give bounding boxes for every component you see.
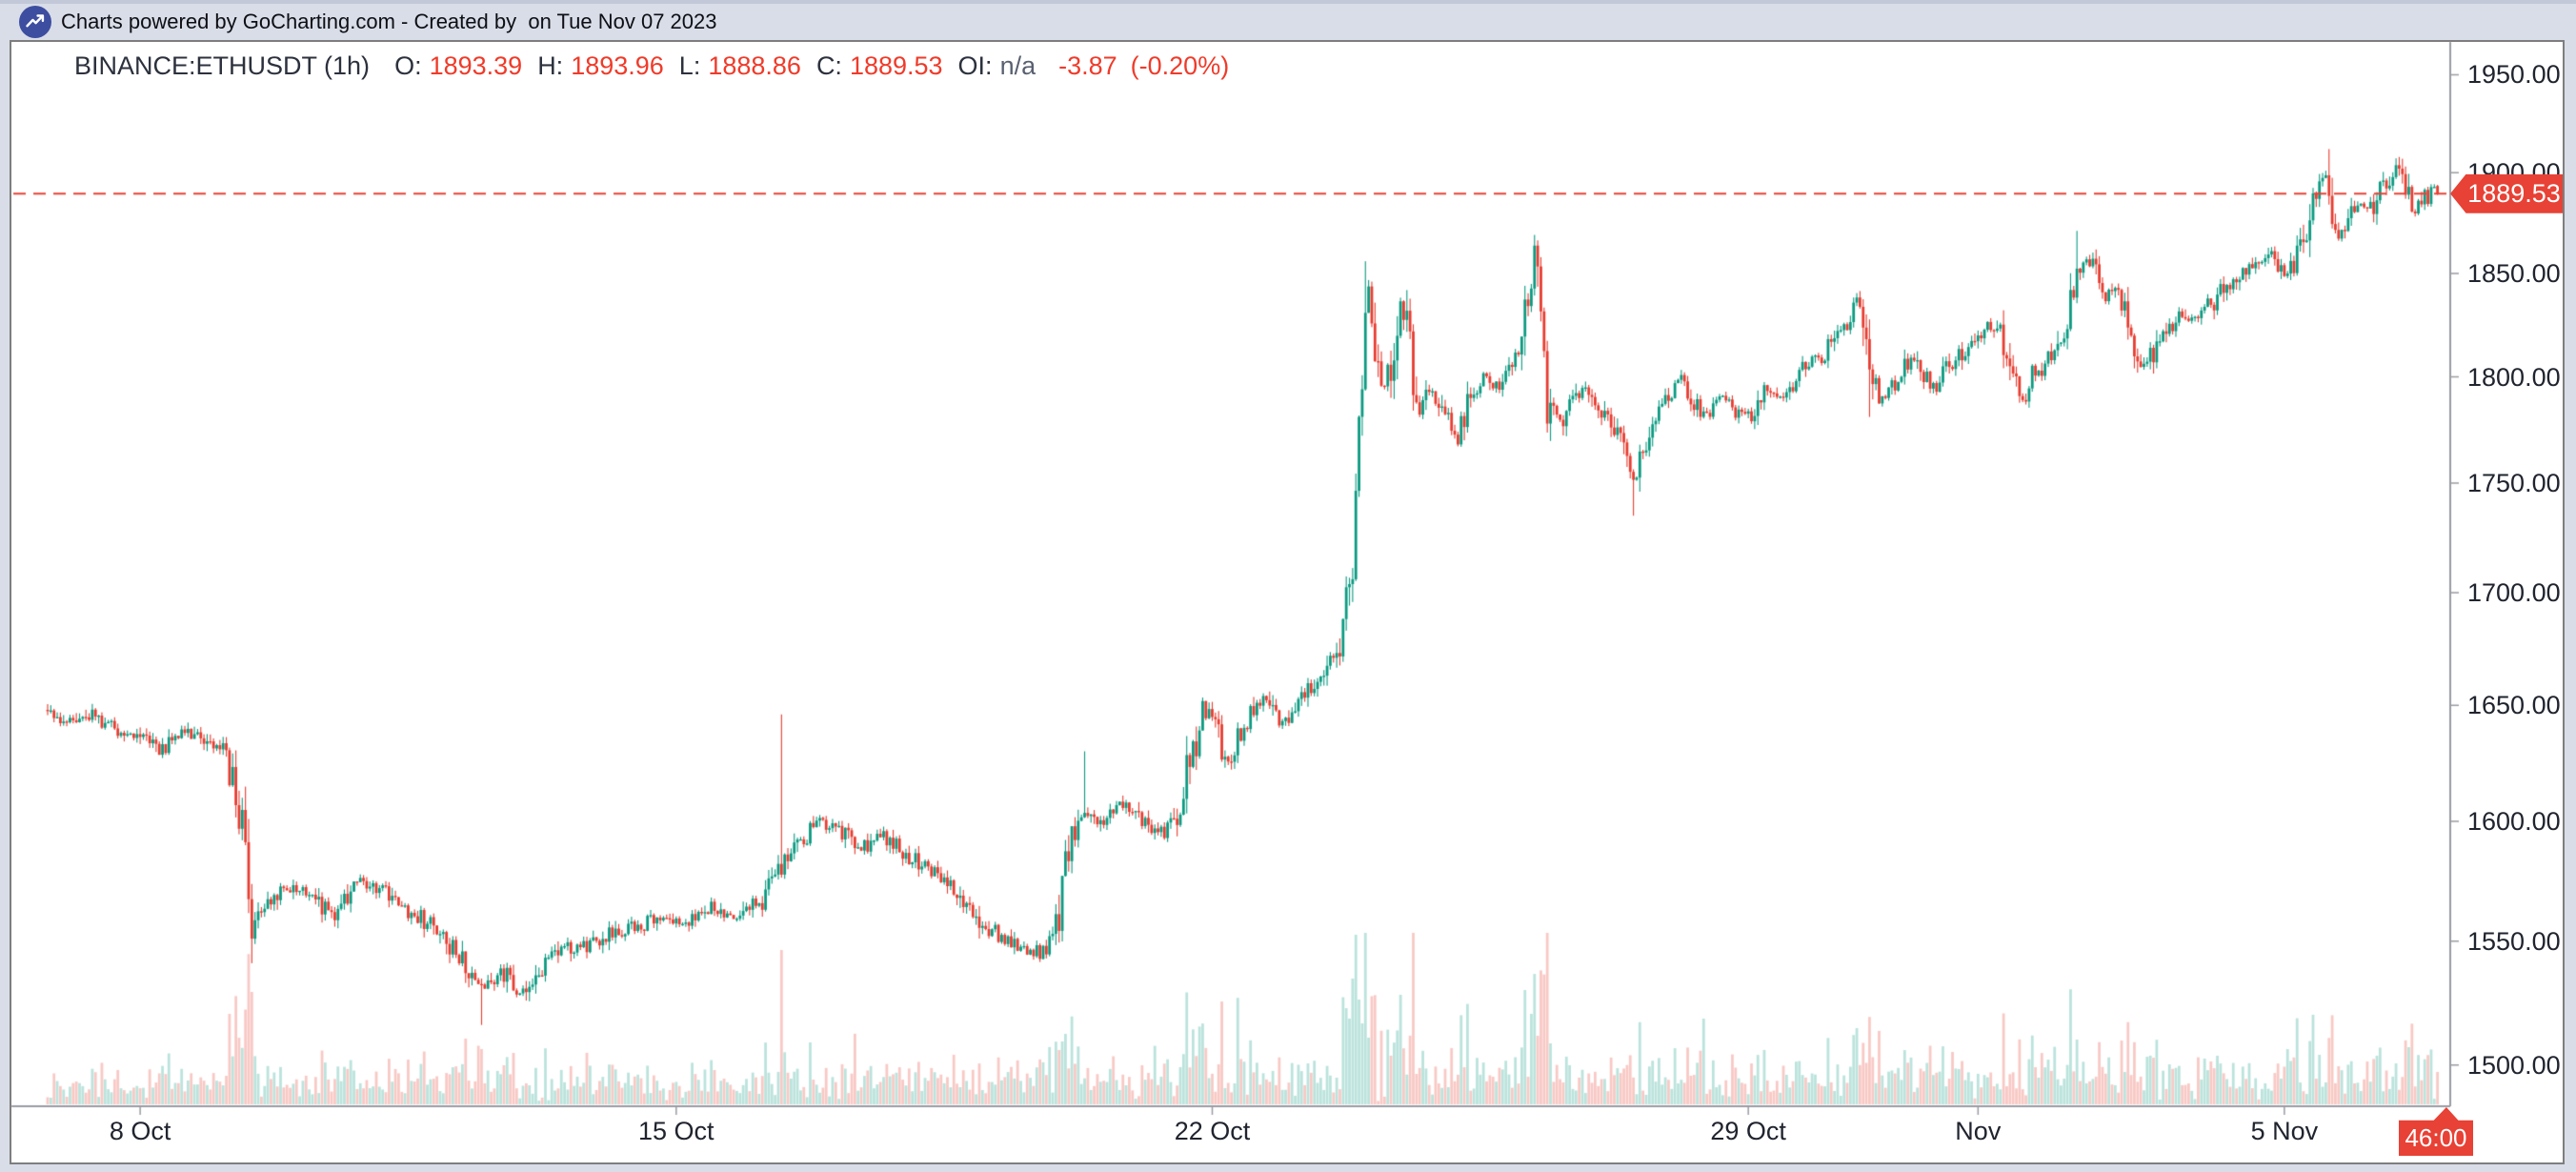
change-value: -3.87 <box>1058 51 1117 80</box>
x-tick-label: 29 Oct <box>1710 1117 1786 1145</box>
y-tick-label: 1800.00 <box>2467 362 2561 392</box>
low-label: L: <box>678 51 701 80</box>
y-tick-label: 1500.00 <box>2467 1050 2561 1080</box>
y-tick-label: 1550.00 <box>2467 926 2561 956</box>
x-tick-label: 8 Oct <box>109 1117 171 1145</box>
change-percent: (-0.20%) <box>1130 51 1230 80</box>
y-tick-label: 1850.00 <box>2467 259 2561 288</box>
y-tick-label: 1700.00 <box>2467 577 2561 607</box>
low-value: 1888.86 <box>708 51 801 80</box>
y-tick-label: 1950.00 <box>2467 60 2561 90</box>
y-tick-label: 1600.00 <box>2467 807 2561 837</box>
high-value: 1893.96 <box>571 51 664 80</box>
high-label: H: <box>537 51 564 80</box>
open-label: O: <box>394 51 422 80</box>
symbol-name: BINANCE:ETHUSDT (1h) <box>74 51 371 80</box>
x-tick-label: 15 Oct <box>638 1117 714 1145</box>
y-tick-label: 1750.00 <box>2467 469 2561 498</box>
last-price-tag: 1889.53 <box>2450 173 2563 213</box>
symbol-legend: BINANCE:ETHUSDT (1h) O: 1893.39 H: 1893.… <box>74 51 1229 84</box>
bar-countdown-value: 46:00 <box>2405 1122 2467 1152</box>
y-tick-label: 1650.00 <box>2467 691 2561 720</box>
x-tick-label: 5 Nov <box>2250 1117 2319 1145</box>
oi-label: OI: <box>957 51 993 80</box>
last-price-value: 1889.53 <box>2467 178 2561 208</box>
close-value: 1889.53 <box>849 51 943 80</box>
close-label: C: <box>815 51 842 80</box>
x-tick-label: Nov <box>1955 1117 2002 1145</box>
oi-value: n/a <box>999 51 1036 80</box>
open-value: 1893.39 <box>429 51 523 80</box>
x-tick-label: 22 Oct <box>1174 1117 1251 1145</box>
